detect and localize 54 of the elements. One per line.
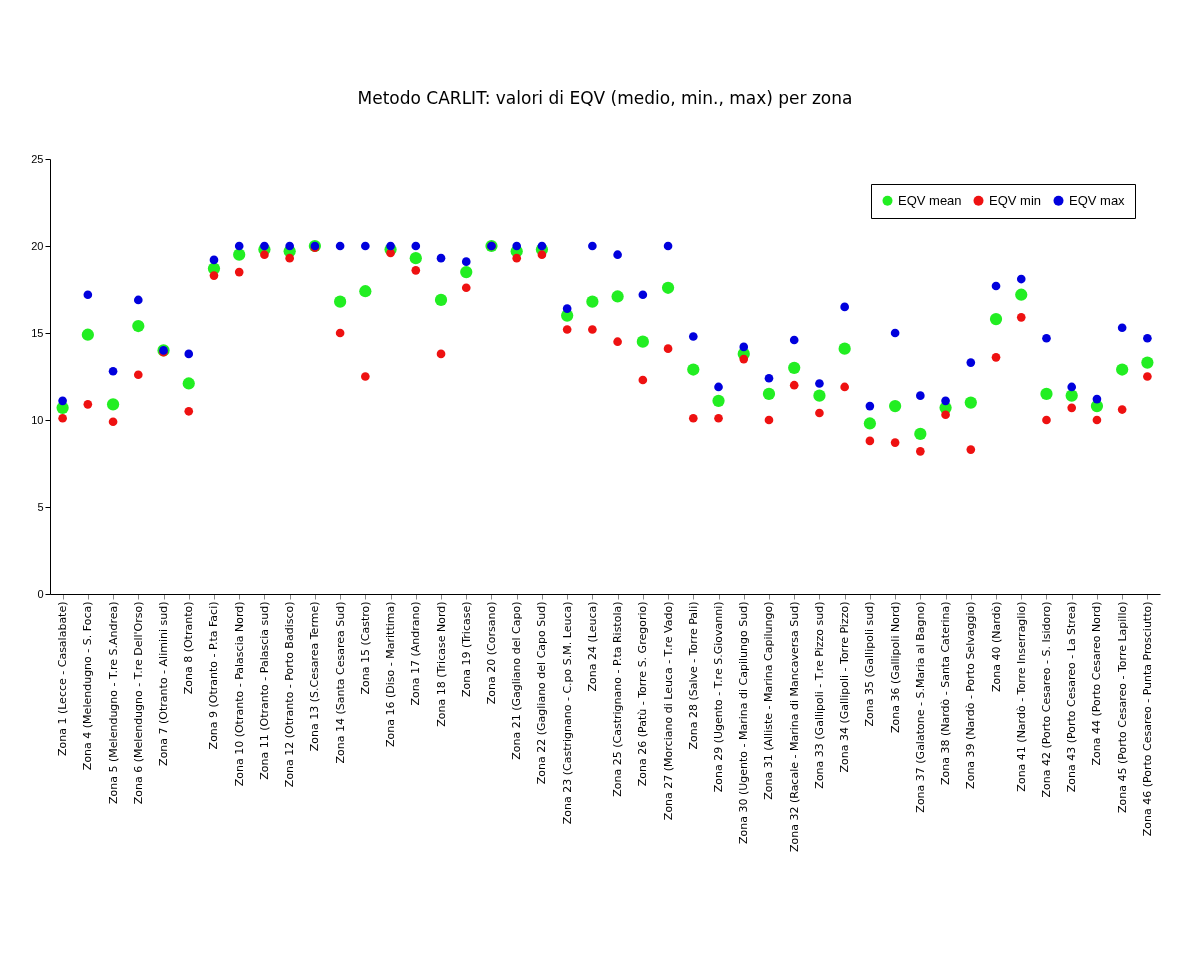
chart-title: Metodo CARLIT: valori di EQV (medio, min., max) per zona bbox=[357, 88, 853, 108]
x-tick-label: Zona 32 (Racale - Marina di Mancaversa Sud) bbox=[787, 601, 801, 853]
x-tick-label: Zona 26 (Patù - Torre S. Gregorio) bbox=[636, 601, 650, 787]
x-tick-label: Zona 43 (Porto Cesareo - La Strea) bbox=[1065, 601, 1079, 793]
x-tick-label: Zona 11 (Otranto - Palascia sud) bbox=[257, 601, 271, 780]
x-tick-label: Zona 12 (Otranto - Porto Badisco) bbox=[283, 601, 297, 788]
x-tick-label: Zona 23 (Castrignano - C.po S.M. Leuca) bbox=[560, 601, 574, 825]
x-tick-label: Zona 22 (Gagliano del Capo Sud) bbox=[535, 601, 549, 785]
y-tick-label: 20 bbox=[31, 239, 44, 252]
x-tick-label: Zona 41 (Nardò - Torre Inserraglio) bbox=[1014, 601, 1028, 792]
x-tick-label: Zona 20 (Corsano) bbox=[484, 601, 498, 705]
x-tick-label: Zona 37 (Galatone - S.Maria al Bagno) bbox=[913, 601, 927, 813]
y-tick-label: 0 bbox=[37, 587, 44, 600]
x-tick-label: Zona 9 (Otranto - P.ta Faci) bbox=[207, 601, 221, 750]
x-tick-label: Zona 6 (Melendugno - T.re Dell'Orso) bbox=[131, 601, 145, 805]
x-tick-label: Zona 10 (Otranto - Palascia Nord) bbox=[232, 601, 246, 787]
x-tick-label: Zona 28 (Salve - Torre Pali) bbox=[686, 601, 700, 750]
x-tick-label: Zona 30 (Ugento - Marina di Capilungo Sud) bbox=[737, 601, 751, 844]
x-tick-label: Zona 24 (Leuca) bbox=[585, 601, 599, 692]
legend-label: EQV min bbox=[989, 192, 1042, 208]
x-tick-label: Zona 31 (Alliste - Marina Capilungo) bbox=[762, 601, 776, 800]
x-tick-label: Zona 34 (Gallipoli - Torre Pizzo) bbox=[838, 601, 852, 773]
x-tick-label: Zona 4 (Melendugno - S. Foca) bbox=[81, 601, 95, 771]
x-tick-label: Zona 8 (Otranto) bbox=[182, 601, 196, 695]
x-tick-label: Zona 36 (Gallipoli Nord) bbox=[888, 601, 902, 734]
legend-label: EQV max bbox=[1069, 192, 1126, 208]
x-tick-label: Zona 42 (Porto Cesareo - S. Isidoro) bbox=[1039, 601, 1053, 798]
x-tick-label: Zona 5 (Melendugno - T.re S.Andrea) bbox=[106, 601, 120, 804]
x-tick-label: Zona 16 (Diso - Marittima) bbox=[384, 601, 398, 747]
x-tick-label: Zona 25 (Castrignano - P.ta Ristola) bbox=[611, 601, 625, 797]
x-tick-label: Zona 45 (Porto Cesareo - Torre Lapillo) bbox=[1115, 601, 1129, 813]
x-tick-label: Zona 21 (Gagliano del Capo) bbox=[510, 601, 524, 760]
y-tick-label: 15 bbox=[31, 326, 44, 339]
x-tick-label: Zona 33 (Gallipoli - T.re Pizzo sud) bbox=[812, 601, 826, 789]
y-tick-label: 10 bbox=[31, 413, 44, 426]
x-tick-label: Zona 38 (Nardò - Santa Caterina) bbox=[939, 601, 953, 786]
x-tick-label: Zona 40 (Nardò) bbox=[989, 601, 1003, 693]
x-tick-label: Zona 29 (Ugento - T.re S.Giovanni) bbox=[712, 601, 726, 793]
x-tick-label: Zona 44 (Porto Cesareo Nord) bbox=[1090, 601, 1104, 766]
y-tick-label: 5 bbox=[37, 500, 44, 513]
x-tick-label: Zona 18 (Tricase Nord) bbox=[434, 601, 448, 727]
y-tick-label: 25 bbox=[31, 152, 44, 165]
x-tick-label: Zona 1 (Lecce - Casalabate) bbox=[56, 601, 70, 757]
x-tick-label: Zona 13 (S.Cesarea Terme) bbox=[308, 601, 322, 752]
x-tick-label: Zona 14 (Santa Cesarea Sud) bbox=[333, 601, 347, 764]
x-tick-label: Zona 17 (Andrano) bbox=[409, 601, 423, 706]
x-tick-label: Zona 39 (Nardò - Porto Selvaggio) bbox=[964, 601, 978, 789]
x-tick-label: Zona 7 (Otranto - Alimini sud) bbox=[157, 601, 171, 766]
x-tick-label: Zona 27 (Morciano di Leuca - T.re Vado) bbox=[661, 601, 675, 821]
x-tick-label: Zona 46 (Porto Cesareo - Punta Prosciutto) bbox=[1140, 601, 1154, 837]
legend-label: EQV mean bbox=[898, 192, 962, 208]
x-tick-label: Zona 15 (Castro) bbox=[358, 601, 372, 695]
x-tick-label: Zona 19 (Tricase) bbox=[459, 601, 473, 698]
x-tick-label: Zona 35 (Gallipoli sud) bbox=[863, 601, 877, 727]
